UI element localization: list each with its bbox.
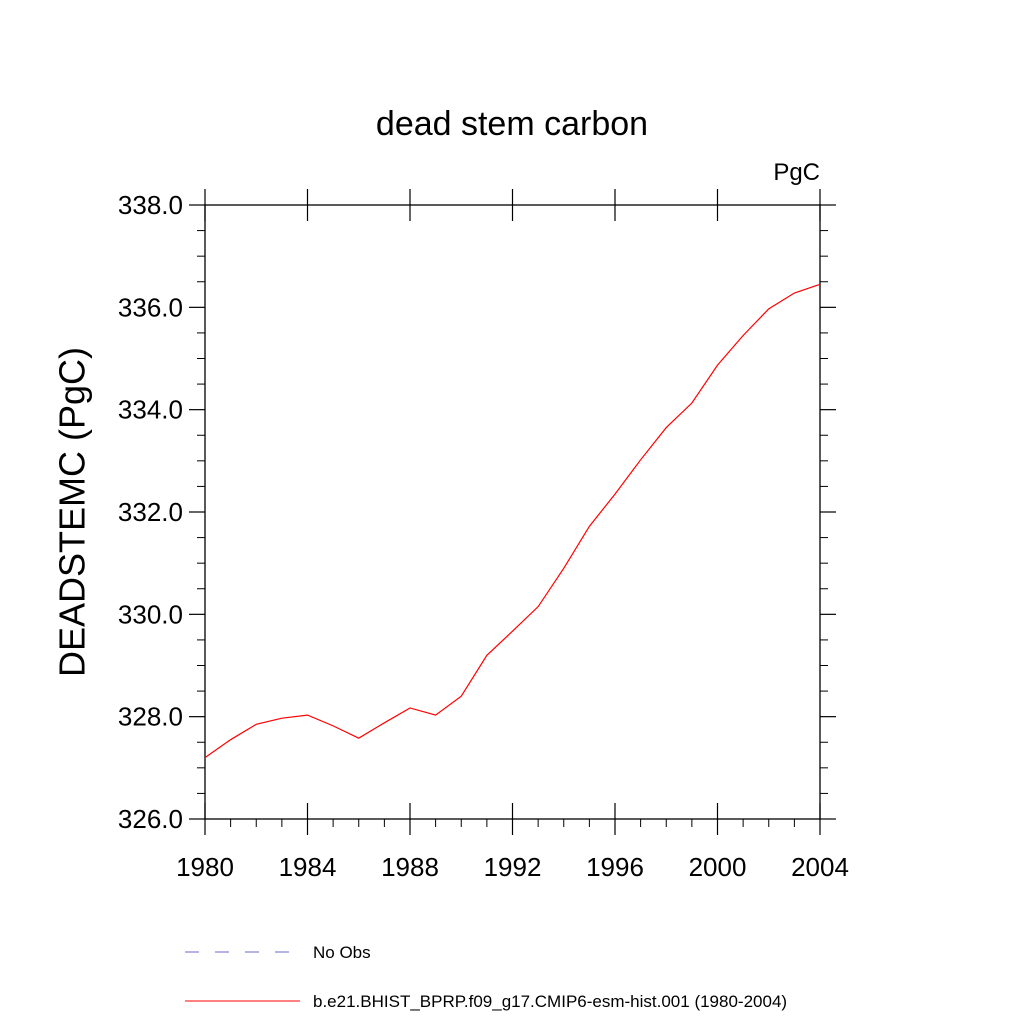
x-tick-label: 1980 xyxy=(176,852,234,882)
y-tick-label: 328.0 xyxy=(118,702,183,732)
x-tick-label: 2000 xyxy=(689,852,747,882)
y-tick-label: 326.0 xyxy=(118,804,183,834)
legend: No Obs b.e21.BHIST_BPRP.f09_g17.CMIP6-esm… xyxy=(185,943,787,1011)
y-tick-label: 332.0 xyxy=(118,497,183,527)
series-line xyxy=(204,283,821,759)
chart-title: dead stem carbon xyxy=(376,105,648,143)
y-tick-label: 336.0 xyxy=(118,292,183,322)
legend-label: No Obs xyxy=(313,943,371,962)
x-tick-label: 1984 xyxy=(279,852,337,882)
x-tick-label: 1992 xyxy=(484,852,542,882)
x-tick-label: 1996 xyxy=(586,852,644,882)
x-tick-label: 2004 xyxy=(791,852,849,882)
series-lines xyxy=(204,283,821,759)
tick-marks xyxy=(189,189,836,835)
y-tick-label: 330.0 xyxy=(118,599,183,629)
y-tick-label: 334.0 xyxy=(118,395,183,425)
plot-frame xyxy=(204,204,821,820)
legend-label: b.e21.BHIST_BPRP.f09_g17.CMIP6-esm-hist.… xyxy=(313,992,787,1011)
y-tick-label: 338.0 xyxy=(118,190,183,220)
tick-labels: 1980 1984 1988 1992 1996 2000 2004 326.0 328.0 33… xyxy=(118,190,849,882)
y-axis-label: DEADSTEMC (PgC) xyxy=(52,347,93,677)
x-tick-label: 1988 xyxy=(381,852,439,882)
units-label: PgC xyxy=(773,159,820,186)
